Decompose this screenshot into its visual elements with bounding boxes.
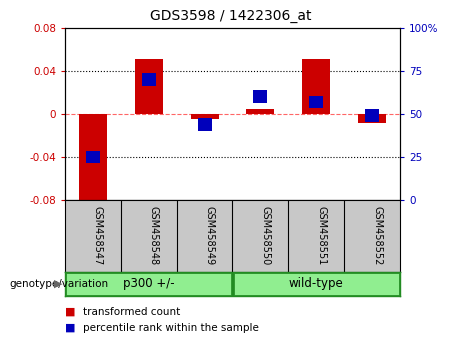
Text: ■: ■ xyxy=(65,307,76,317)
Text: ■: ■ xyxy=(65,323,76,333)
Bar xyxy=(365,109,379,122)
Text: GDS3598 / 1422306_at: GDS3598 / 1422306_at xyxy=(150,9,311,23)
Bar xyxy=(191,114,219,119)
Bar xyxy=(79,114,107,205)
Text: GSM458551: GSM458551 xyxy=(316,206,326,265)
Text: GSM458548: GSM458548 xyxy=(149,206,159,265)
Bar xyxy=(135,59,163,114)
Text: wild-type: wild-type xyxy=(289,278,343,291)
Text: genotype/variation: genotype/variation xyxy=(9,279,108,289)
Bar xyxy=(234,273,399,295)
Text: GSM458547: GSM458547 xyxy=(93,206,103,265)
Bar xyxy=(302,59,330,114)
Bar xyxy=(142,73,156,86)
Text: GSM458550: GSM458550 xyxy=(260,206,271,265)
Bar xyxy=(66,273,231,295)
Text: transformed count: transformed count xyxy=(83,307,181,317)
Text: ▶: ▶ xyxy=(54,279,63,289)
Text: p300 +/-: p300 +/- xyxy=(123,278,175,291)
Text: GSM458549: GSM458549 xyxy=(205,206,214,265)
Bar xyxy=(254,90,267,103)
Bar xyxy=(86,150,100,164)
Text: GSM458552: GSM458552 xyxy=(372,206,382,265)
Text: percentile rank within the sample: percentile rank within the sample xyxy=(83,323,260,333)
Bar xyxy=(309,96,323,108)
Bar xyxy=(198,118,212,131)
Bar xyxy=(358,114,386,122)
Bar xyxy=(247,109,274,114)
